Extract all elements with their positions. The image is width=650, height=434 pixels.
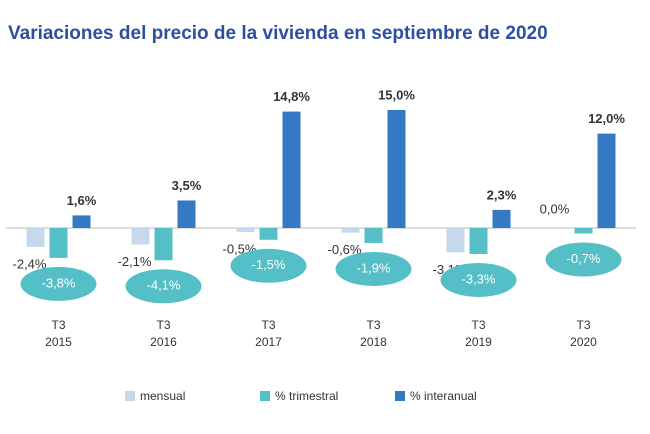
value-label: -0,7% bbox=[567, 251, 601, 266]
legend-swatch bbox=[125, 391, 135, 401]
legend-label: mensual bbox=[140, 389, 185, 403]
bar bbox=[26, 228, 45, 247]
bar bbox=[574, 228, 593, 234]
x-tick-label: T3 2016 bbox=[150, 318, 177, 349]
value-label: 15,0% bbox=[378, 87, 415, 102]
value-label: -2,4% bbox=[13, 256, 47, 271]
label-bubble bbox=[230, 248, 307, 283]
bar bbox=[341, 228, 360, 233]
value-label: -2,1% bbox=[118, 254, 152, 269]
value-label: -3,8% bbox=[42, 275, 76, 290]
bar bbox=[597, 133, 616, 228]
bar bbox=[131, 228, 150, 245]
value-label: 12,0% bbox=[588, 111, 625, 126]
legend-label: % interanual bbox=[410, 389, 477, 403]
label-bubble bbox=[335, 251, 412, 286]
x-tick-label: T3 2020 bbox=[570, 318, 597, 349]
x-tick-label: T3 2019 bbox=[465, 318, 492, 349]
bar bbox=[259, 228, 278, 240]
x-tick-label: T3 2018 bbox=[360, 318, 387, 349]
legend-swatch bbox=[395, 391, 405, 401]
bar bbox=[469, 228, 488, 254]
value-label: 0,0% bbox=[540, 201, 570, 216]
label-bubble bbox=[545, 242, 622, 277]
value-label: 2,3% bbox=[487, 187, 517, 202]
value-label: -3,3% bbox=[462, 271, 496, 286]
legend-swatch bbox=[260, 391, 270, 401]
bar bbox=[49, 228, 68, 258]
bar bbox=[177, 200, 196, 228]
x-tick-label: T3 2017 bbox=[255, 318, 282, 349]
legend-label: % trimestral bbox=[275, 389, 338, 403]
label-bubble bbox=[20, 266, 97, 301]
bar bbox=[282, 111, 301, 228]
bar bbox=[492, 209, 511, 228]
chart-title: Variaciones del precio de la vivienda en… bbox=[8, 23, 548, 44]
bar bbox=[72, 215, 91, 228]
bar bbox=[236, 228, 255, 232]
value-label: 1,6% bbox=[67, 193, 97, 208]
value-label: 3,5% bbox=[172, 178, 202, 193]
value-label: -0,6% bbox=[328, 242, 362, 257]
bar bbox=[446, 228, 465, 253]
bar bbox=[364, 228, 383, 243]
value-label: -1,5% bbox=[252, 257, 286, 272]
value-label: 14,8% bbox=[273, 89, 310, 104]
label-bubble bbox=[125, 269, 202, 304]
bar bbox=[387, 110, 406, 228]
label-bubble bbox=[440, 262, 517, 297]
x-tick-label: T3 2015 bbox=[45, 318, 72, 349]
value-label: -1,9% bbox=[357, 260, 391, 275]
value-label: -4,1% bbox=[147, 278, 181, 293]
bar bbox=[154, 228, 173, 261]
